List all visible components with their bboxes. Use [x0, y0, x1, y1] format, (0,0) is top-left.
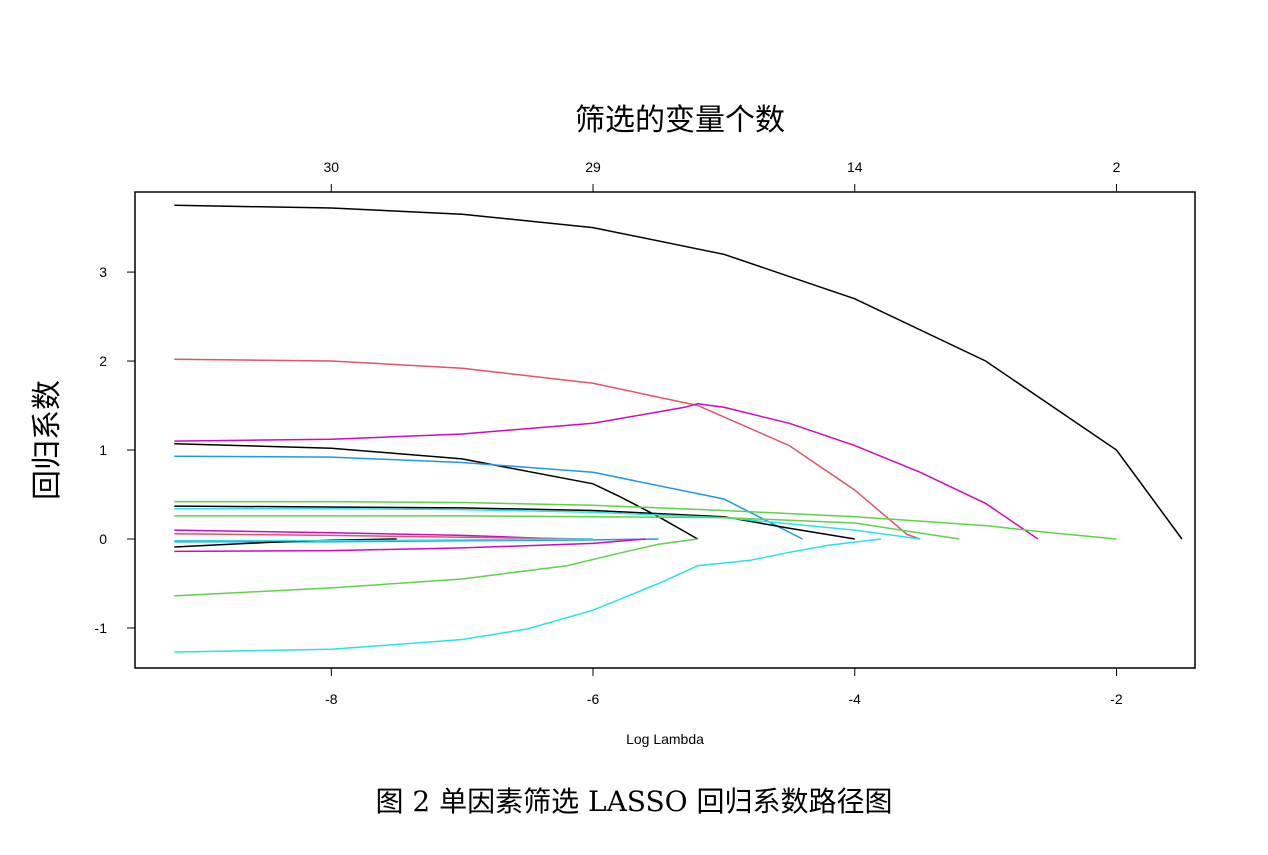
series-line-14 [174, 538, 594, 542]
series-line-1 [174, 204, 1183, 540]
series-line-3 [174, 403, 1039, 540]
series-line-6 [174, 500, 1117, 540]
x-tick-label: -4 [849, 691, 862, 707]
series-line-4 [174, 443, 699, 540]
series-layer [174, 204, 1183, 653]
y-tick-label: 2 [99, 353, 107, 369]
series-line-15 [174, 538, 646, 553]
x-tick-label: -2 [1110, 691, 1123, 707]
plot-frame [134, 191, 1196, 669]
series-line-7 [174, 505, 855, 540]
y-axis-label: 回归系数 [30, 380, 65, 500]
top-axis: 30 29 14 2 [324, 159, 1121, 193]
figure-caption: 图 2 单因素筛选 LASSO 回归系数路径图 [375, 785, 893, 818]
series-line-5 [174, 455, 803, 540]
y-axis: -1 0 1 2 3 [95, 264, 136, 636]
y-tick-label: -1 [95, 620, 108, 636]
series-line-8 [174, 507, 921, 540]
y-tick-label: 3 [99, 264, 107, 280]
top-tick-label: 14 [847, 159, 863, 175]
series-line-11 [174, 532, 594, 540]
lasso-coefficient-path-chart: -8 -6 -4 -2 30 29 14 2 -1 0 1 2 3 筛选的变量个数 Log Lamb… [30, 103, 1196, 747]
top-tick-label: 29 [585, 159, 601, 175]
top-tick-label: 30 [324, 159, 340, 175]
series-line-9 [174, 515, 960, 540]
y-tick-label: 0 [99, 531, 107, 547]
y-tick-label: 1 [99, 442, 107, 458]
x-tick-label: -6 [587, 691, 600, 707]
top-axis-label: 筛选的变量个数 [575, 103, 785, 138]
series-line-16 [174, 538, 698, 597]
x-tick-label: -8 [325, 691, 338, 707]
x-axis-label: Log Lambda [626, 731, 704, 747]
top-tick-label: 2 [1113, 159, 1121, 175]
x-axis: -8 -6 -4 -2 [325, 667, 1123, 707]
series-line-17 [174, 538, 881, 653]
